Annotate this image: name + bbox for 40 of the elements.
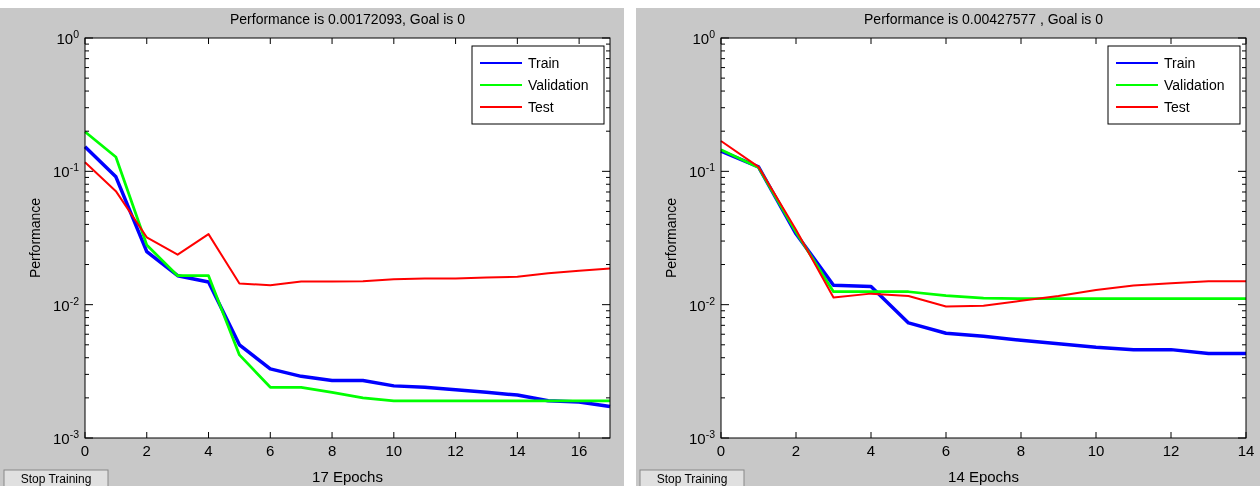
y-tick-label: 10$^{-1}$ [688,161,716,181]
y-tick-label: 10$^{-3}$ [688,428,716,447]
x-tick-label: 4 [204,442,213,459]
x-tick-label: 0 [716,442,726,459]
x-tick-label: 6 [266,442,275,459]
x-tick-label: 10 [385,442,403,459]
legend-label: Validation [1164,77,1225,93]
stop-button: Stop Training [639,469,745,486]
y-tick-label: 10$^{0}$ [692,28,716,47]
x-tick-label: 6 [941,442,951,459]
legend-label: Test [1164,99,1190,115]
y-tick-label: 10$^{-2}$ [688,294,716,314]
x-tick-label: 16 [570,442,588,459]
y-axis-title: Performance [663,197,679,279]
y-axis-title: Performance [27,197,43,279]
x-tick-label: 8 [1016,442,1026,459]
x-axis-title: 17 Epochs [312,468,383,485]
x-tick-label: 14 [509,442,526,459]
chart-title: Performance is 0.00427577 , Goal is 0 [864,11,1104,27]
x-tick-label: 2 [142,442,151,459]
chart-title: Performance is 0.00172093, Goal is 0 [229,11,466,27]
y-tick-label: 10$^{-1}$ [52,161,80,181]
x-tick-label: 10 [1087,442,1105,459]
x-axis-title: 14 Epochs [948,468,1019,485]
x-tick-label: 8 [327,442,337,459]
y-tick-label: 10$^{-2}$ [52,294,80,314]
line-series [84,161,611,287]
y-tick-label: 10$^{0}$ [56,28,80,47]
x-tick-label: 14 [1237,442,1255,459]
legend-label: Train [528,55,560,71]
x-tick-label: 12 [1162,442,1180,459]
x-tick-label: 12 [447,442,464,459]
legend-label: Train [1164,55,1196,71]
y-tick-label: 10$^{-3}$ [52,428,80,447]
x-tick-label: 4 [866,442,876,459]
x-tick-label: 2 [791,442,801,459]
legend-label: Validation [528,77,589,93]
x-tick-label: 0 [80,442,90,459]
legend-label: Test [528,99,554,115]
stop-button: Stop Training [3,469,109,486]
